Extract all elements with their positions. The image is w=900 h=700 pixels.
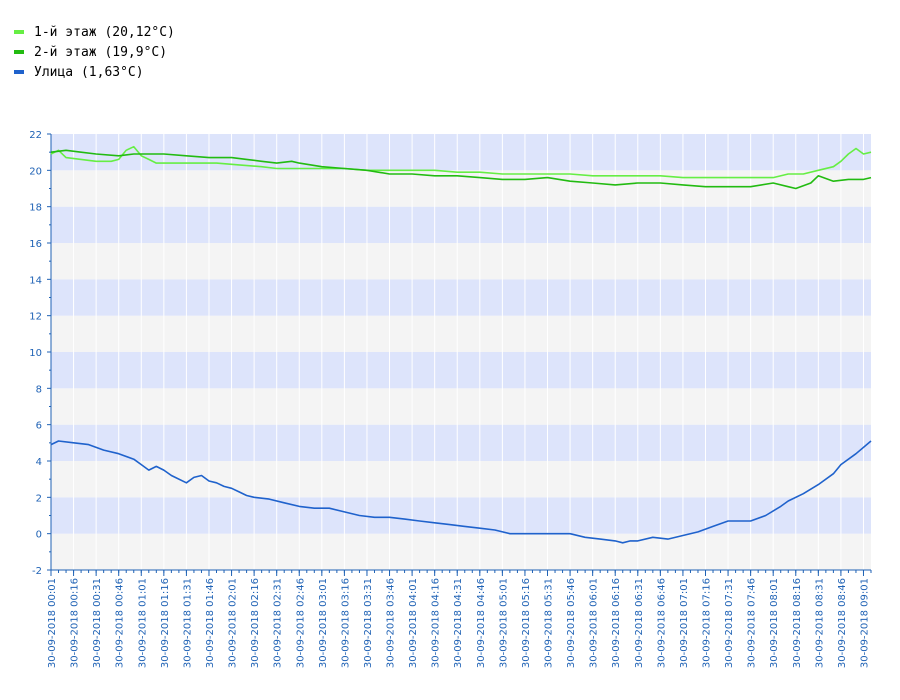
x-tick-label: 30-09-2018 05:31	[544, 578, 555, 668]
legend-swatch-floor2	[14, 50, 24, 54]
y-tick-label: 4	[36, 457, 42, 468]
y-tick-label: 6	[36, 421, 42, 432]
plot-band	[51, 279, 871, 316]
x-tick-label: 30-09-2018 03:16	[340, 578, 351, 668]
y-tick-label: 0	[36, 530, 42, 541]
y-tick-label: 2	[36, 493, 42, 504]
plot-axes: -2 0 2 4 6 8 10 12 14 16 18 20 22 30-09-2018 00:01 30-…	[29, 130, 872, 668]
y-tick-label: 12	[29, 312, 42, 323]
plot-band	[51, 424, 871, 461]
x-tick-label: 30-09-2018 06:01	[589, 578, 600, 668]
legend-item-floor2: 2-й этаж (19,9°C)	[14, 42, 175, 62]
y-tick-label: 22	[29, 130, 42, 141]
x-tick-label: 30-09-2018 03:01	[318, 578, 329, 668]
x-tick-label: 30-09-2018 07:31	[724, 578, 735, 668]
plot-band	[51, 533, 871, 570]
x-tick-label: 30-09-2018 04:01	[408, 578, 419, 668]
x-tick-label: 30-09-2018 08:01	[769, 578, 780, 668]
y-tick-label: 16	[29, 239, 42, 250]
plot-band	[51, 134, 871, 171]
x-tick-label: 30-09-2018 09:01	[859, 578, 870, 668]
series-line-2	[50, 440, 872, 544]
plot-grid	[50, 134, 864, 570]
x-tick-label: 30-09-2018 00:46	[115, 578, 126, 668]
legend-item-floor1: 1-й этаж (20,12°C)	[14, 22, 175, 42]
x-tick-label: 30-09-2018 01:46	[205, 578, 216, 668]
y-tick-label: 14	[29, 275, 42, 286]
legend-label-street: Улица (1,63°C)	[34, 64, 144, 80]
x-tick-label: 30-09-2018 04:31	[453, 578, 464, 668]
x-tick-label: 30-09-2018 08:16	[792, 578, 803, 668]
x-tick-label: 30-09-2018 02:01	[228, 578, 239, 668]
x-tick-label: 30-09-2018 00:16	[70, 578, 81, 668]
x-tick-label: 30-09-2018 08:31	[814, 578, 825, 668]
x-tick-label: 30-09-2018 00:01	[47, 578, 58, 668]
plot-band	[51, 461, 871, 498]
x-tick-label: 30-09-2018 02:31	[273, 578, 284, 668]
legend: 1-й этаж (20,12°C) 2-й этаж (19,9°C) Ули…	[14, 22, 175, 82]
x-tick-label: 30-09-2018 04:46	[476, 578, 487, 668]
y-tick-label: -2	[32, 566, 42, 577]
legend-swatch-street	[14, 70, 24, 74]
plot-bands	[51, 134, 871, 570]
y-tick-label: 8	[36, 384, 42, 395]
x-tick-label: 30-09-2018 06:46	[656, 578, 667, 668]
x-tick-label: 30-09-2018 07:01	[679, 578, 690, 668]
plot-band	[51, 206, 871, 243]
series-line-0	[50, 145, 872, 179]
y-tick-label: 10	[29, 348, 42, 359]
x-tick-label: 30-09-2018 01:31	[182, 578, 193, 668]
x-tick-label: 30-09-2018 08:46	[837, 578, 848, 668]
x-tick-label: 30-09-2018 03:46	[386, 578, 397, 668]
legend-label-floor2: 2-й этаж (19,9°C)	[34, 44, 168, 60]
x-tick-label: 30-09-2018 01:16	[160, 578, 171, 668]
series-line-1	[50, 149, 872, 190]
plot-band	[51, 497, 871, 534]
x-tick-label: 30-09-2018 05:46	[566, 578, 577, 668]
x-tick-label: 30-09-2018 07:16	[701, 578, 712, 668]
plot-band	[51, 315, 871, 352]
plot-band	[51, 388, 871, 425]
plot-lines	[50, 145, 872, 544]
x-tick-label: 30-09-2018 01:01	[137, 578, 148, 668]
legend-item-street: Улица (1,63°C)	[14, 62, 175, 82]
x-tick-label: 30-09-2018 03:31	[363, 578, 374, 668]
x-tick-label: 30-09-2018 05:16	[521, 578, 532, 668]
legend-label-floor1: 1-й этаж (20,12°C)	[34, 24, 175, 40]
x-tick-label: 30-09-2018 06:16	[611, 578, 622, 668]
x-tick-label: 30-09-2018 02:16	[250, 578, 261, 668]
x-tick-label: 30-09-2018 07:46	[747, 578, 758, 668]
x-tick-label: 30-09-2018 05:01	[498, 578, 509, 668]
x-tick-label: 30-09-2018 06:31	[634, 578, 645, 668]
plot-band	[51, 243, 871, 280]
plot-band	[51, 352, 871, 389]
legend-swatch-floor1	[14, 30, 24, 34]
x-tick-label: 30-09-2018 02:46	[295, 578, 306, 668]
x-tick-label: 30-09-2018 00:31	[92, 578, 103, 668]
x-tick-label: 30-09-2018 04:16	[431, 578, 442, 668]
y-tick-label: 20	[29, 166, 42, 177]
y-tick-label: 18	[29, 203, 42, 214]
